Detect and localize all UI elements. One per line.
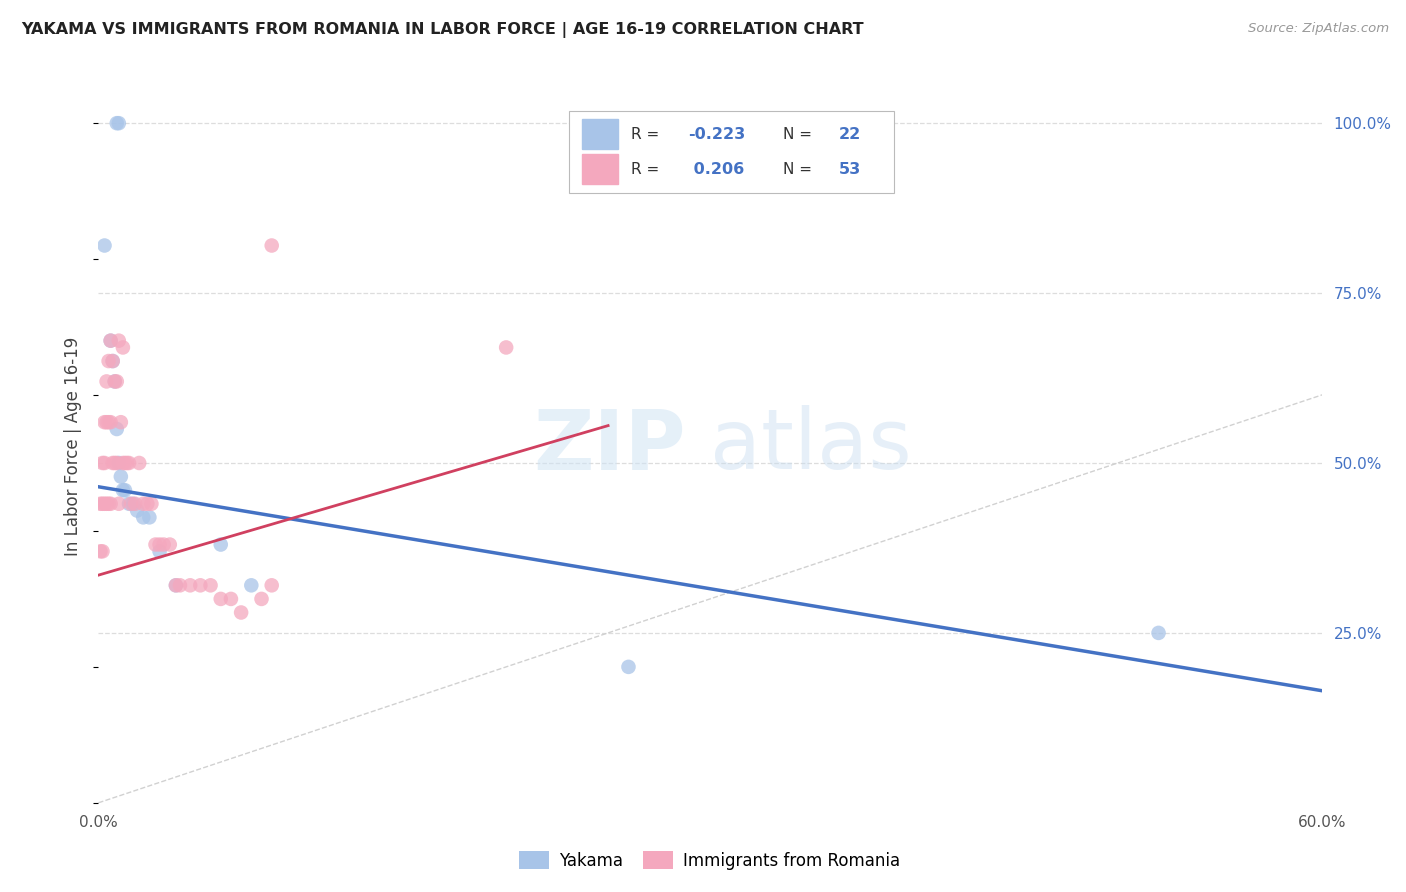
- Point: [105, 375, 128, 389]
- Point: [141, 497, 163, 511]
- Point: [111, 483, 134, 498]
- Point: [260, 578, 283, 592]
- Point: [89, 544, 111, 558]
- Point: [105, 456, 128, 470]
- Text: N =: N =: [783, 161, 817, 177]
- Legend: Yakama, Immigrants from Romania: Yakama, Immigrants from Romania: [513, 845, 907, 877]
- Point: [93, 238, 115, 252]
- Point: [120, 497, 142, 511]
- Point: [96, 415, 118, 429]
- Text: 22: 22: [838, 127, 860, 142]
- Point: [93, 497, 115, 511]
- Point: [100, 334, 122, 348]
- Point: [114, 483, 136, 498]
- Point: [240, 578, 263, 592]
- Point: [89, 497, 111, 511]
- Point: [111, 456, 134, 470]
- Point: [101, 354, 124, 368]
- Point: [101, 456, 124, 470]
- Point: [91, 456, 114, 470]
- Point: [97, 497, 120, 511]
- Point: [100, 497, 122, 511]
- Point: [250, 591, 273, 606]
- Point: [209, 591, 232, 606]
- Point: [188, 578, 212, 592]
- Point: [124, 497, 146, 511]
- Point: [209, 537, 232, 551]
- Point: [91, 497, 114, 511]
- Point: [200, 578, 222, 592]
- Y-axis label: In Labor Force | Age 16-19: In Labor Force | Age 16-19: [65, 336, 83, 556]
- Point: [145, 537, 167, 551]
- Point: [96, 375, 118, 389]
- Point: [169, 578, 191, 592]
- Point: [115, 456, 138, 470]
- Point: [118, 456, 141, 470]
- Point: [132, 510, 155, 524]
- Point: [132, 497, 155, 511]
- Text: R =: R =: [630, 127, 664, 142]
- Text: R =: R =: [630, 161, 664, 177]
- Point: [152, 537, 174, 551]
- Point: [104, 375, 127, 389]
- Bar: [582, 154, 619, 184]
- Point: [122, 497, 145, 511]
- Point: [100, 334, 122, 348]
- Point: [495, 341, 517, 355]
- Point: [104, 456, 127, 470]
- Point: [111, 341, 134, 355]
- Point: [110, 469, 132, 483]
- Point: [114, 456, 136, 470]
- Point: [104, 375, 127, 389]
- Point: [149, 544, 172, 558]
- Point: [110, 415, 132, 429]
- Point: [91, 544, 114, 558]
- Point: [231, 606, 253, 620]
- Point: [128, 456, 150, 470]
- Point: [159, 537, 181, 551]
- Point: [138, 510, 160, 524]
- Point: [219, 591, 242, 606]
- Point: [136, 497, 159, 511]
- Point: [617, 660, 640, 674]
- Point: [108, 334, 131, 348]
- Point: [127, 503, 149, 517]
- Point: [96, 497, 118, 511]
- Text: 0.206: 0.206: [688, 161, 744, 177]
- Text: 53: 53: [838, 161, 860, 177]
- Text: Source: ZipAtlas.com: Source: ZipAtlas.com: [1249, 22, 1389, 36]
- Point: [260, 238, 283, 252]
- Point: [105, 116, 128, 130]
- Point: [108, 456, 131, 470]
- Bar: [582, 120, 619, 149]
- FancyBboxPatch shape: [569, 111, 894, 193]
- Point: [165, 578, 187, 592]
- Text: atlas: atlas: [710, 406, 911, 486]
- Point: [165, 578, 187, 592]
- Point: [108, 116, 131, 130]
- Point: [97, 415, 120, 429]
- Point: [105, 422, 128, 436]
- Point: [149, 537, 172, 551]
- Text: YAKAMA VS IMMIGRANTS FROM ROMANIA IN LABOR FORCE | AGE 16-19 CORRELATION CHART: YAKAMA VS IMMIGRANTS FROM ROMANIA IN LAB…: [21, 22, 863, 38]
- Text: -0.223: -0.223: [688, 127, 745, 142]
- Text: N =: N =: [783, 127, 817, 142]
- Point: [108, 497, 131, 511]
- Point: [101, 354, 124, 368]
- Point: [118, 497, 141, 511]
- Point: [1147, 626, 1170, 640]
- Point: [179, 578, 201, 592]
- Point: [100, 415, 122, 429]
- Point: [97, 354, 120, 368]
- Text: ZIP: ZIP: [533, 406, 686, 486]
- Point: [93, 415, 115, 429]
- Point: [93, 456, 115, 470]
